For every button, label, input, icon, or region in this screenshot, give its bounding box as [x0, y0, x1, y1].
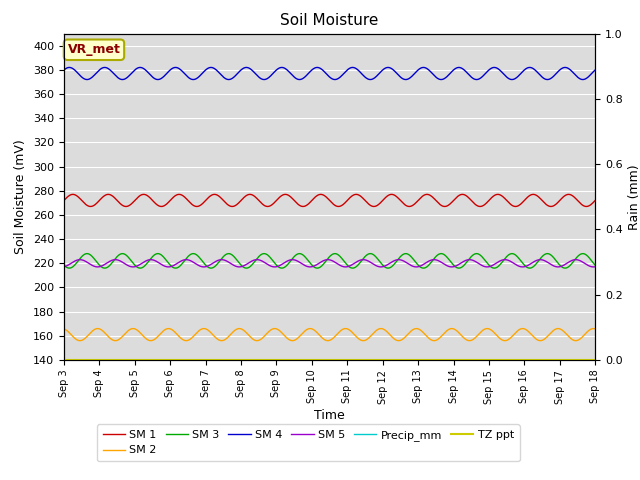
SM 1: [582, 204, 590, 209]
Precip_mm: [60, 357, 68, 363]
Line: SM 1: SM 1: [64, 194, 595, 206]
SM 4: [278, 65, 285, 71]
SM 2: [60, 326, 68, 332]
Line: SM 2: SM 2: [64, 329, 595, 341]
TZ ppt: [165, 357, 173, 363]
SM 4: [591, 67, 599, 73]
TZ ppt: [528, 357, 536, 363]
Legend: SM 1, SM 2, SM 3, SM 4, SM 5, Precip_mm, TZ ppt: SM 1, SM 2, SM 3, SM 4, SM 5, Precip_mm,…: [97, 424, 520, 461]
Precip_mm: [528, 357, 536, 363]
TZ ppt: [237, 357, 245, 363]
SM 1: [60, 198, 68, 204]
SM 2: [413, 326, 420, 332]
SM 2: [179, 336, 186, 342]
SM 4: [237, 67, 245, 72]
SM 4: [413, 69, 420, 74]
SM 3: [237, 263, 245, 268]
Line: SM 5: SM 5: [64, 260, 595, 267]
SM 3: [413, 261, 420, 266]
SM 4: [529, 65, 537, 71]
SM 5: [239, 264, 246, 269]
SM 1: [179, 192, 186, 198]
SM 4: [179, 68, 186, 74]
TZ ppt: [179, 357, 186, 363]
SM 5: [413, 264, 420, 270]
SM 5: [179, 258, 186, 264]
SM 2: [166, 326, 173, 332]
Precip_mm: [165, 357, 173, 363]
SM 4: [165, 68, 173, 74]
SM 5: [482, 264, 490, 270]
SM 5: [166, 264, 173, 270]
SM 1: [482, 201, 490, 207]
SM 2: [482, 326, 490, 332]
Precip_mm: [591, 357, 599, 363]
SM 1: [591, 198, 599, 204]
TZ ppt: [591, 357, 599, 363]
SM 2: [591, 326, 599, 332]
SM 2: [164, 326, 172, 332]
SM 1: [166, 198, 173, 204]
Precip_mm: [179, 357, 186, 363]
Precip_mm: [412, 357, 420, 363]
Precip_mm: [481, 357, 489, 363]
Y-axis label: Rain (mm): Rain (mm): [628, 164, 640, 229]
SM 1: [412, 200, 420, 205]
X-axis label: Time: Time: [314, 409, 345, 422]
SM 4: [260, 77, 268, 83]
TZ ppt: [60, 357, 68, 363]
SM 1: [529, 192, 536, 197]
SM 2: [239, 326, 246, 332]
Text: VR_met: VR_met: [68, 43, 120, 56]
Title: Soil Moisture: Soil Moisture: [280, 13, 379, 28]
TZ ppt: [412, 357, 420, 363]
SM 3: [278, 265, 285, 271]
SM 3: [60, 262, 68, 268]
SM 5: [60, 264, 68, 270]
Y-axis label: Soil Moisture (mV): Soil Moisture (mV): [15, 139, 28, 254]
SM 3: [260, 251, 268, 256]
SM 2: [182, 338, 190, 344]
SM 5: [164, 264, 172, 270]
Precip_mm: [237, 357, 245, 363]
SM 3: [482, 259, 490, 264]
SM 1: [238, 197, 246, 203]
SM 4: [482, 70, 490, 76]
SM 2: [529, 333, 537, 339]
SM 3: [529, 264, 537, 270]
SM 5: [591, 264, 599, 270]
Line: SM 4: SM 4: [64, 68, 595, 80]
SM 5: [529, 260, 537, 265]
SM 4: [60, 67, 68, 73]
SM 1: [69, 192, 77, 197]
SM 3: [591, 262, 599, 268]
SM 3: [179, 261, 186, 266]
TZ ppt: [481, 357, 489, 363]
SM 3: [165, 261, 173, 267]
SM 5: [182, 257, 190, 263]
Line: SM 3: SM 3: [64, 253, 595, 268]
